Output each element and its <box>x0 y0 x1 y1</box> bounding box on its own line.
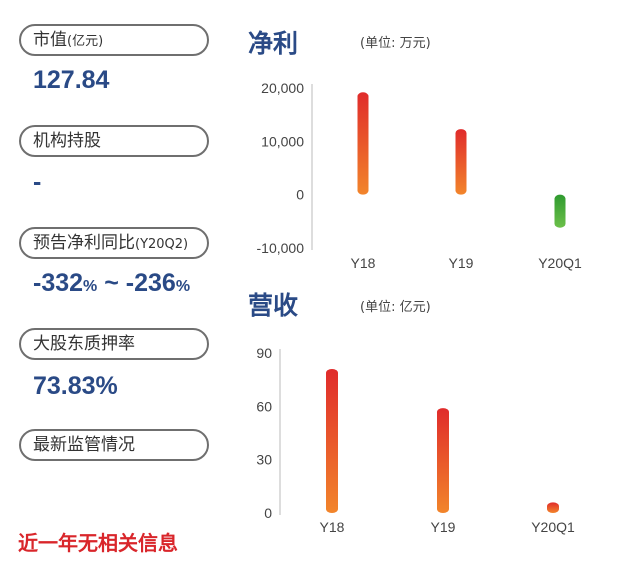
institution-label-text: 机构持股 <box>33 131 101 151</box>
forecast-value-low: -332 <box>33 269 84 297</box>
revenue-category-label: Y19 <box>431 519 456 535</box>
net-profit-unit: (单位: 万元) <box>360 36 431 51</box>
revenue-category-label: Y20Q1 <box>531 519 575 535</box>
net-profit-y-tick-label: 20,000 <box>261 80 304 96</box>
revenue-bar-y18 <box>326 369 338 513</box>
net-profit-bar-y20q1 <box>554 194 566 228</box>
net-profit-category-label: Y19 <box>449 255 474 271</box>
regulation-label-text: 最新监管情况 <box>33 435 135 455</box>
revenue-title: 营收 <box>248 291 298 320</box>
revenue-y-tick-label: 30 <box>256 452 272 468</box>
net-profit-bar-y18 <box>357 92 369 195</box>
pledge-value: 73.83% <box>33 372 118 400</box>
net-profit-y-tick-label: 0 <box>296 187 304 203</box>
revenue-bar-y19 <box>437 408 449 513</box>
net-profit-chart: 净利 (单位: 万元) 20,000 10,000 0 -10,000 Y18 Y19 Y2… <box>248 29 582 271</box>
net-profit-title: 净利 <box>248 29 298 58</box>
forecast-value-high: -236 <box>125 269 176 297</box>
revenue-category-label: Y18 <box>320 519 345 535</box>
institution-value: - <box>33 168 42 196</box>
market-cap-label-unit: (亿元) <box>67 34 104 49</box>
regulation-label: 最新监管情况 <box>19 429 209 461</box>
net-profit-bar-y19 <box>455 129 467 195</box>
regulation-note: 近一年无相关信息 <box>18 531 178 555</box>
market-cap-value: 127.84 <box>33 66 110 94</box>
revenue-y-tick-label: 0 <box>264 505 272 521</box>
revenue-unit: (单位: 亿元) <box>360 300 431 315</box>
market-cap-label: 市值(亿元) <box>19 24 209 56</box>
pledge-label-text: 大股东质押率 <box>33 334 135 354</box>
forecast-value: -332% ~ -236% <box>33 269 190 298</box>
forecast-pct-low: % <box>83 278 98 295</box>
net-profit-y-tick-label: -10,000 <box>257 240 305 256</box>
forecast-label-text: 预告净利同比 <box>33 233 135 253</box>
revenue-y-tick-label: 90 <box>256 345 272 361</box>
forecast-label: 预告净利同比(Y20Q2) <box>19 227 209 259</box>
forecast-label-period: (Y20Q2) <box>135 237 189 252</box>
forecast-pct-high: % <box>175 278 191 295</box>
pledge-label: 大股东质押率 <box>19 328 209 360</box>
forecast-separator: ~ <box>97 269 126 297</box>
revenue-y-tick-label: 60 <box>256 398 272 414</box>
market-cap-label-text: 市值 <box>33 30 67 50</box>
revenue-bar-y20q1 <box>547 502 559 513</box>
institution-label: 机构持股 <box>19 125 209 157</box>
net-profit-category-label: Y20Q1 <box>538 255 582 271</box>
net-profit-category-label: Y18 <box>351 255 376 271</box>
net-profit-y-tick-label: 10,000 <box>261 133 304 149</box>
revenue-chart: 营收 (单位: 亿元) 90 60 30 0 Y18 Y19 Y20Q1 <box>248 291 575 535</box>
